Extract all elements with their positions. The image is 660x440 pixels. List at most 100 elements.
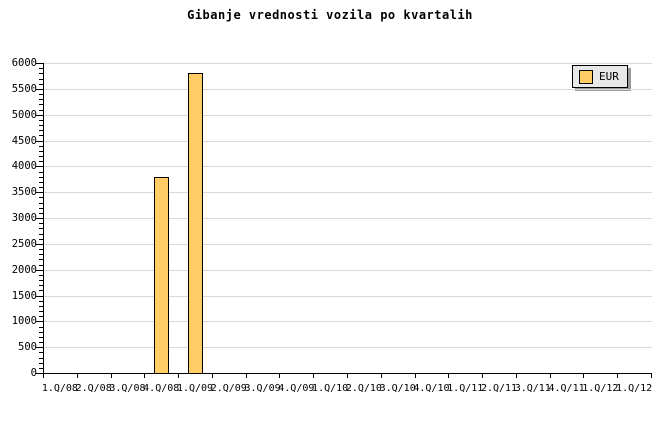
y-minor-tick <box>39 337 43 338</box>
y-axis-tick-label: 500 <box>18 341 37 353</box>
x-axis-tick-label: 4.Q/11 <box>548 383 585 394</box>
x-tick <box>111 374 112 378</box>
x-axis-tick-label: 2.Q/11 <box>480 383 518 394</box>
x-tick <box>43 374 44 378</box>
x-tick <box>279 374 280 378</box>
y-minor-tick <box>39 311 43 312</box>
y-minor-tick <box>39 94 43 95</box>
x-tick <box>246 374 247 378</box>
x-tick <box>178 374 179 378</box>
y-minor-tick <box>39 135 43 136</box>
y-minor-tick <box>39 290 43 291</box>
x-axis-tick-label: 1.Q/10 <box>312 383 349 394</box>
y-minor-tick <box>39 368 43 369</box>
y-major-tick <box>36 321 43 322</box>
y-major-tick <box>36 270 43 271</box>
y-minor-tick <box>39 352 43 353</box>
y-gridline <box>44 115 652 116</box>
y-minor-tick <box>39 363 43 364</box>
x-tick <box>212 374 213 378</box>
y-axis-tick-label: 2500 <box>11 238 37 250</box>
y-axis-tick-label: 5000 <box>11 109 37 121</box>
y-minor-tick <box>39 104 43 105</box>
x-axis-tick-label: 1.Q/09 <box>176 383 214 394</box>
y-gridline <box>44 141 652 142</box>
y-axis-tick-label: 3000 <box>11 212 37 224</box>
y-axis-tick-label: 4000 <box>11 160 37 172</box>
y-major-tick <box>36 89 43 90</box>
y-minor-tick <box>39 213 43 214</box>
x-axis-tick-label: 4.Q/09 <box>278 383 315 394</box>
y-minor-tick <box>39 327 43 328</box>
y-minor-tick <box>39 68 43 69</box>
y-minor-tick <box>39 73 43 74</box>
y-minor-tick <box>39 358 43 359</box>
chart-title: Gibanje vrednosti vozila po kvartalih <box>187 8 473 22</box>
y-major-tick <box>36 347 43 348</box>
y-axis-tick-label: 4500 <box>11 135 37 147</box>
y-gridline <box>44 296 652 297</box>
y-axis-tick-label: 5500 <box>11 83 37 95</box>
x-axis-tick-label: 4.Q/08 <box>143 383 180 394</box>
x-tick <box>313 374 314 378</box>
legend-swatch-eur <box>579 69 593 84</box>
x-tick <box>617 374 618 378</box>
y-minor-tick <box>39 265 43 266</box>
y-major-tick <box>36 141 43 142</box>
y-axis-tick-label: 1000 <box>11 315 37 327</box>
x-axis-tick-label: 3.Q/10 <box>379 383 416 394</box>
x-axis-tick-label: 1.Q/12 <box>582 383 619 394</box>
x-tick <box>77 374 78 378</box>
bar-4.Q/08 <box>153 177 169 373</box>
y-minor-tick <box>39 146 43 147</box>
y-gridline <box>44 321 652 322</box>
y-gridline <box>44 192 652 193</box>
x-axis-tick-label: 1.Q/11 <box>447 383 484 394</box>
y-major-tick <box>36 115 43 116</box>
y-gridline <box>44 244 652 245</box>
x-axis-tick-label: 2.Q/08 <box>75 383 112 394</box>
y-minor-tick <box>39 177 43 178</box>
y-minor-tick <box>39 342 43 343</box>
x-axis-tick-label: 3.Q/08 <box>109 383 146 394</box>
x-axis-tick-label: 3.Q/09 <box>244 383 281 394</box>
x-axis-tick-label: 2.Q/10 <box>345 383 382 394</box>
legend-label-eur: EUR <box>599 70 619 83</box>
y-minor-tick <box>39 172 43 173</box>
y-minor-tick <box>39 99 43 100</box>
y-minor-tick <box>39 130 43 131</box>
y-minor-tick <box>39 161 43 162</box>
y-minor-tick <box>39 316 43 317</box>
y-minor-tick <box>39 306 43 307</box>
x-tick <box>583 374 584 378</box>
y-major-tick <box>36 218 43 219</box>
plot-area <box>43 63 652 374</box>
y-minor-tick <box>39 203 43 204</box>
y-minor-tick <box>39 285 43 286</box>
y-axis-tick-label: 0 <box>30 367 37 379</box>
x-tick <box>347 374 348 378</box>
y-major-tick <box>36 373 43 374</box>
y-minor-tick <box>39 156 43 157</box>
y-gridline <box>44 89 652 90</box>
y-axis-tick-label: 3500 <box>11 186 37 198</box>
x-tick <box>381 374 382 378</box>
y-minor-tick <box>39 228 43 229</box>
y-minor-tick <box>39 275 43 276</box>
y-minor-tick <box>39 208 43 209</box>
y-minor-tick <box>39 197 43 198</box>
y-minor-tick <box>39 84 43 85</box>
y-axis-tick-label: 6000 <box>11 57 37 69</box>
y-gridline <box>44 166 652 167</box>
y-major-tick <box>36 296 43 297</box>
x-axis-tick-label: 1.Q/12 <box>616 383 653 394</box>
bar-1.Q/09 <box>187 73 203 373</box>
y-axis-tick-label: 1500 <box>11 290 37 302</box>
x-tick <box>415 374 416 378</box>
y-minor-tick <box>39 187 43 188</box>
y-gridline <box>44 63 652 64</box>
y-minor-tick <box>39 125 43 126</box>
y-major-tick <box>36 166 43 167</box>
x-tick <box>144 374 145 378</box>
